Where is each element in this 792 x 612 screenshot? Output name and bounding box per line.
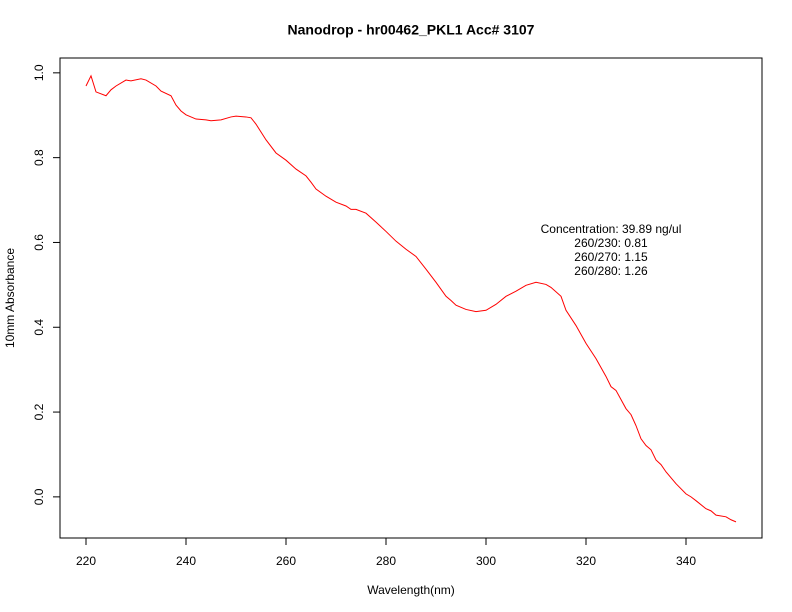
annotation: 260/270: 1.15 [574,250,648,264]
y-tick-label: 0.0 [32,488,46,505]
x-axis-label: Wavelength(nm) [367,583,455,597]
y-tick-label: 0.4 [32,319,46,336]
y-tick-label: 0.6 [32,234,46,251]
plot-frame [59,57,763,539]
y-tick-label: 0.2 [32,403,46,420]
x-tick-label: 300 [476,554,496,568]
x-tick-label: 260 [276,554,296,568]
annotation: 260/230: 0.81 [574,236,648,250]
x-tick-label: 280 [376,554,396,568]
x-tick-label: 340 [676,554,696,568]
y-tick-label: 0.8 [32,149,46,166]
data-line [85,74,737,523]
y-tick-label: 1.0 [32,64,46,81]
x-tick-label: 320 [576,554,596,568]
y-axis-label: 10mm Absorbance [3,248,17,348]
x-tick-label: 220 [76,554,96,568]
x-tick-label: 240 [176,554,196,568]
annotation: Concentration: 39.89 ng/ul [541,222,682,236]
annotation: 260/280: 1.26 [574,264,648,278]
chart-title: Nanodrop - hr00462_PKL1 Acc# 3107 [288,22,535,38]
